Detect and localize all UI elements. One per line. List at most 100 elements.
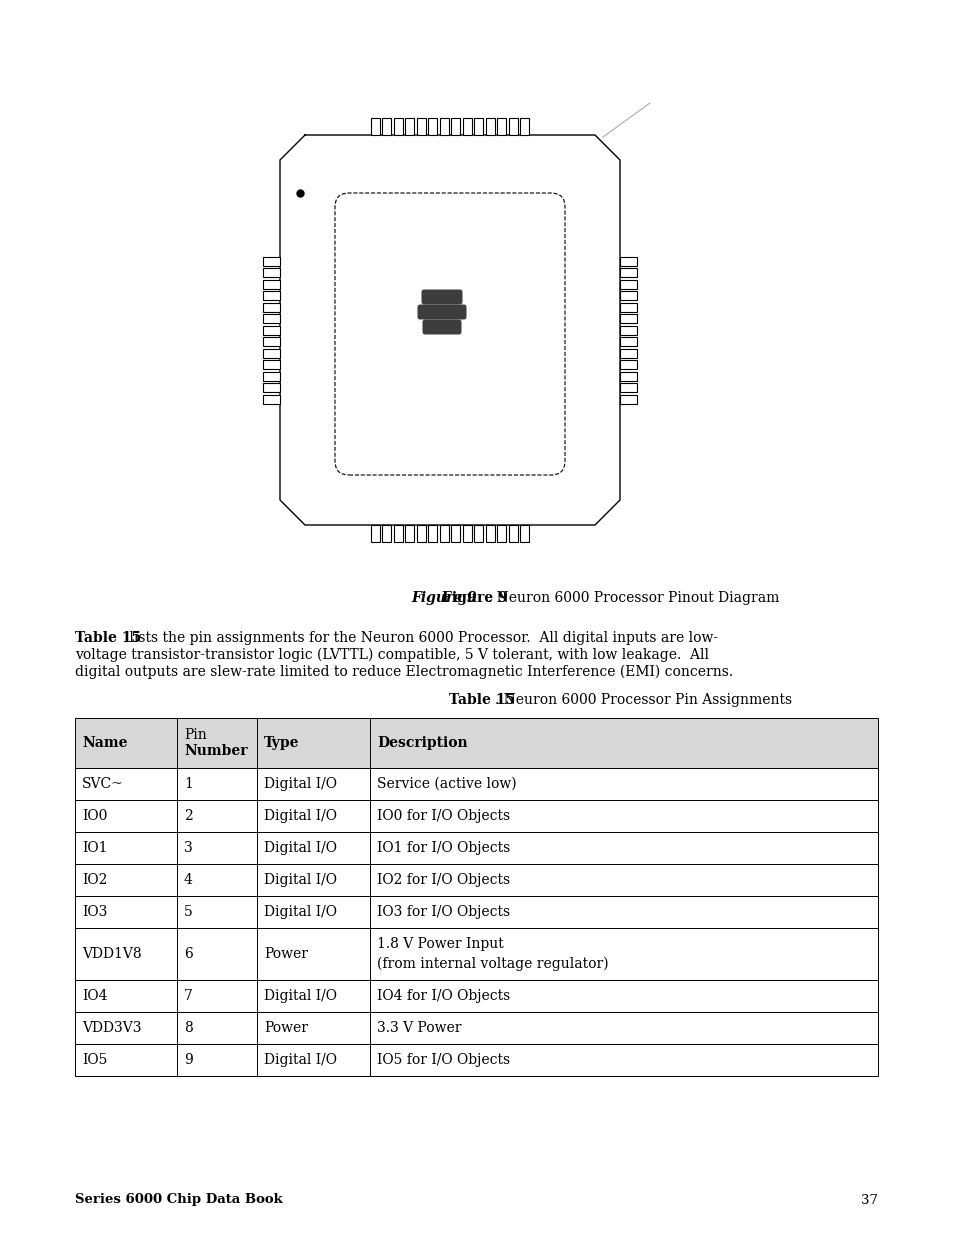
Bar — [263, 268, 280, 277]
Text: IO2: IO2 — [82, 873, 108, 887]
Text: IO2 for I/O Objects: IO2 for I/O Objects — [376, 873, 510, 887]
Text: Series 6000 Chip Data Book: Series 6000 Chip Data Book — [75, 1193, 282, 1207]
Bar — [497, 525, 506, 542]
Bar — [263, 372, 280, 380]
Polygon shape — [280, 135, 619, 525]
Bar — [519, 119, 529, 135]
Bar — [462, 525, 471, 542]
Text: IO0 for I/O Objects: IO0 for I/O Objects — [376, 809, 510, 823]
Text: Pin: Pin — [184, 727, 207, 742]
Bar — [439, 119, 448, 135]
Bar — [508, 525, 517, 542]
Bar — [394, 525, 402, 542]
Bar — [474, 525, 483, 542]
Bar — [263, 303, 280, 311]
Bar — [619, 314, 637, 324]
Text: 3.3 V Power: 3.3 V Power — [376, 1021, 461, 1035]
Text: 4: 4 — [184, 873, 193, 887]
FancyBboxPatch shape — [421, 289, 462, 305]
Text: (from internal voltage regulator): (from internal voltage regulator) — [376, 957, 608, 971]
Text: digital outputs are slew-rate limited to reduce Electromagnetic Interference (EM: digital outputs are slew-rate limited to… — [75, 664, 732, 679]
Bar — [405, 525, 414, 542]
Text: IO5 for I/O Objects: IO5 for I/O Objects — [376, 1053, 510, 1067]
Bar — [263, 348, 280, 357]
Bar — [474, 119, 483, 135]
Bar — [75, 864, 877, 897]
Text: Digital I/O: Digital I/O — [264, 809, 336, 823]
Bar — [619, 326, 637, 335]
Bar — [619, 279, 637, 289]
Bar — [263, 394, 280, 404]
Text: lists the pin assignments for the Neuron 6000 Processor.  All digital inputs are: lists the pin assignments for the Neuron… — [125, 631, 718, 645]
Text: 5: 5 — [184, 905, 193, 919]
Bar — [75, 981, 877, 1011]
Bar — [619, 359, 637, 369]
Text: VDD3V3: VDD3V3 — [82, 1021, 141, 1035]
Bar — [263, 279, 280, 289]
Text: Digital I/O: Digital I/O — [264, 905, 336, 919]
Text: . Neuron 6000 Processor Pin Assignments: . Neuron 6000 Processor Pin Assignments — [495, 693, 791, 706]
Bar — [75, 1011, 877, 1044]
Text: Service (active low): Service (active low) — [376, 777, 517, 790]
Bar — [619, 348, 637, 357]
Bar — [75, 832, 877, 864]
Bar — [263, 359, 280, 369]
Text: Figure 9: Figure 9 — [411, 592, 476, 605]
Bar — [619, 383, 637, 391]
Bar — [263, 326, 280, 335]
Bar — [451, 119, 459, 135]
Text: IO0: IO0 — [82, 809, 108, 823]
Bar — [263, 314, 280, 324]
Bar — [451, 525, 459, 542]
Bar — [428, 525, 436, 542]
Text: SVC~: SVC~ — [82, 777, 124, 790]
Text: VDD1V8: VDD1V8 — [82, 947, 141, 961]
Bar — [371, 525, 379, 542]
Text: IO4: IO4 — [82, 989, 108, 1003]
Bar — [394, 119, 402, 135]
Bar — [416, 525, 425, 542]
Bar — [619, 394, 637, 404]
Bar — [263, 337, 280, 346]
Bar — [619, 268, 637, 277]
Bar — [439, 525, 448, 542]
Bar — [75, 897, 877, 927]
Bar — [519, 525, 529, 542]
Text: IO1 for I/O Objects: IO1 for I/O Objects — [376, 841, 510, 855]
Bar — [371, 119, 379, 135]
Text: IO3: IO3 — [82, 905, 108, 919]
Bar — [263, 383, 280, 391]
Bar — [263, 257, 280, 266]
Bar — [405, 119, 414, 135]
Text: voltage transistor-transistor logic (LVTTL) compatible, 5 V tolerant, with low l: voltage transistor-transistor logic (LVT… — [75, 648, 708, 662]
Bar — [619, 291, 637, 300]
Text: Digital I/O: Digital I/O — [264, 841, 336, 855]
Bar — [619, 372, 637, 380]
Text: Digital I/O: Digital I/O — [264, 777, 336, 790]
Text: 2: 2 — [184, 809, 193, 823]
Bar — [75, 718, 877, 768]
FancyBboxPatch shape — [335, 193, 564, 475]
Text: Name: Name — [82, 736, 128, 750]
Text: Number: Number — [184, 743, 247, 758]
Text: Table 15: Table 15 — [449, 693, 515, 706]
Text: 8: 8 — [184, 1021, 193, 1035]
Text: Power: Power — [264, 1021, 308, 1035]
FancyBboxPatch shape — [417, 305, 466, 320]
Bar — [508, 119, 517, 135]
FancyBboxPatch shape — [422, 320, 461, 335]
Bar — [497, 119, 506, 135]
Bar — [75, 927, 877, 981]
Bar — [619, 337, 637, 346]
Text: Digital I/O: Digital I/O — [264, 1053, 336, 1067]
Bar — [75, 800, 877, 832]
Text: 1: 1 — [184, 777, 193, 790]
Text: Digital I/O: Digital I/O — [264, 873, 336, 887]
Text: . Neuron 6000 Processor Pinout Diagram: . Neuron 6000 Processor Pinout Diagram — [488, 592, 779, 605]
Text: Table 15: Table 15 — [75, 631, 141, 645]
Bar — [619, 303, 637, 311]
Text: Type: Type — [264, 736, 299, 750]
Bar — [485, 119, 495, 135]
Bar — [75, 1044, 877, 1076]
Text: IO3 for I/O Objects: IO3 for I/O Objects — [376, 905, 510, 919]
